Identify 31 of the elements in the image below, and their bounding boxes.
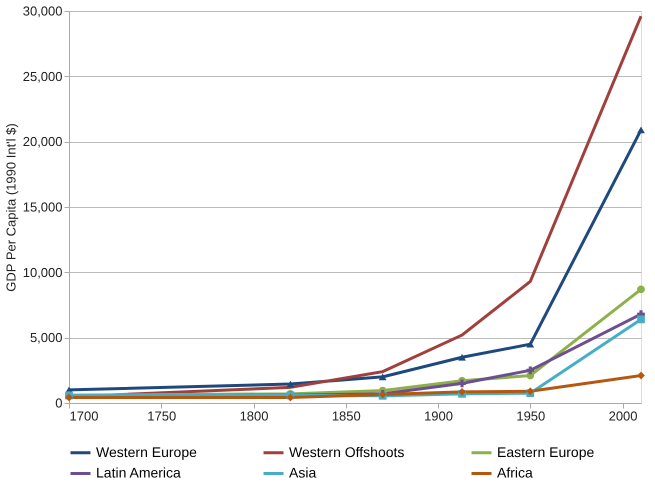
x-tick-label: 1700 <box>70 408 98 424</box>
point <box>637 126 645 134</box>
legend-label: Africa <box>497 464 533 480</box>
y-tick-label: 25,000 <box>22 68 62 84</box>
legend-label: Western Europe <box>96 444 198 460</box>
legend-label: Latin America <box>96 464 182 480</box>
x-tick-label: 1900 <box>424 408 453 424</box>
point <box>378 374 387 380</box>
x-tick-label: 1750 <box>147 408 176 424</box>
legend-label: Western Offshoots <box>289 444 404 460</box>
y-tick-label: 20,000 <box>22 134 62 150</box>
point <box>637 372 645 380</box>
x-tick-label: 1800 <box>240 408 268 424</box>
y-axis-title: GDP Per Capita (1990 Int'l $) <box>4 123 19 292</box>
x-tick-label: 1850 <box>332 408 361 424</box>
x-tick-label: 2000 <box>608 408 638 424</box>
point <box>526 366 534 374</box>
legend-label: Eastern Europe <box>497 444 594 460</box>
y-tick-label: 10,000 <box>22 264 62 280</box>
y-tick-label: 0 <box>55 396 62 410</box>
legend-label: Asia <box>289 464 316 480</box>
point <box>458 354 466 361</box>
point <box>637 316 645 324</box>
point <box>637 285 645 294</box>
point <box>286 380 294 388</box>
x-tick-label: 1950 <box>516 408 546 424</box>
y-tick-label: 5,000 <box>30 330 62 346</box>
y-tick-label: 15,000 <box>22 200 62 214</box>
point <box>458 380 466 388</box>
point <box>526 340 534 348</box>
y-tick-label: 30,000 <box>22 4 62 18</box>
